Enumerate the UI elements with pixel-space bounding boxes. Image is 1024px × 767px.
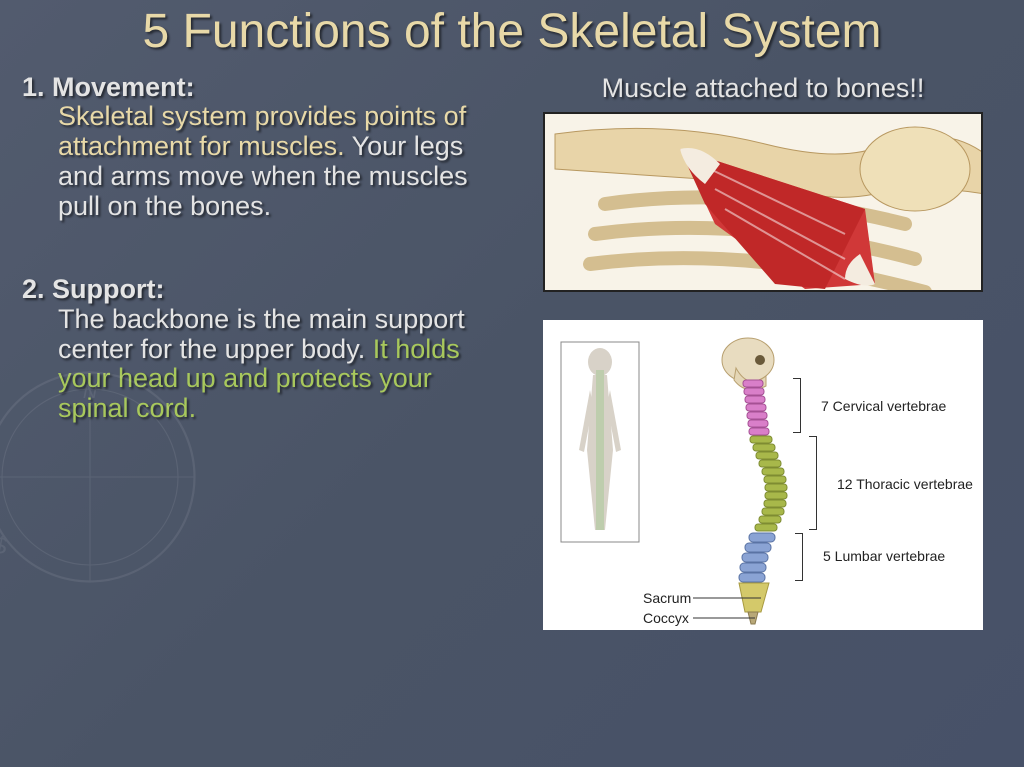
item-number: 2. (22, 274, 45, 304)
right-column: Muscle attached to bones!! (522, 73, 1004, 630)
spine-figure: 7 Cervical vertebrae 12 Thoracic vertebr… (543, 320, 983, 630)
left-column: 1. Movement: Skeletal system provides po… (22, 73, 502, 630)
item-number: 1. (22, 72, 45, 102)
thoracic-bracket (809, 436, 817, 530)
coccyx-label: Coccyx (643, 610, 689, 626)
sacrum-label: Sacrum (643, 590, 691, 606)
item-heading: Support: (52, 274, 164, 304)
lumbar-bracket (795, 533, 803, 581)
thoracic-label: 12 Thoracic vertebrae (837, 476, 973, 492)
item-body: The backbone is the main support center … (22, 305, 502, 424)
item-body: Skeletal system provides points of attac… (22, 102, 502, 221)
item-heading: Movement: (52, 72, 195, 102)
cervical-label: 7 Cervical vertebrae (821, 398, 946, 414)
lumbar-label: 5 Lumbar vertebrae (823, 548, 945, 564)
content-row: 1. Movement: Skeletal system provides po… (0, 59, 1024, 630)
muscle-bone-figure (543, 112, 983, 292)
function-item-2: 2. Support: The backbone is the main sup… (22, 275, 502, 423)
figure1-caption: Muscle attached to bones!! (602, 73, 925, 104)
cervical-bracket (793, 378, 801, 433)
function-item-1: 1. Movement: Skeletal system provides po… (22, 73, 502, 221)
slide-title: 5 Functions of the Skeletal System (0, 0, 1024, 59)
